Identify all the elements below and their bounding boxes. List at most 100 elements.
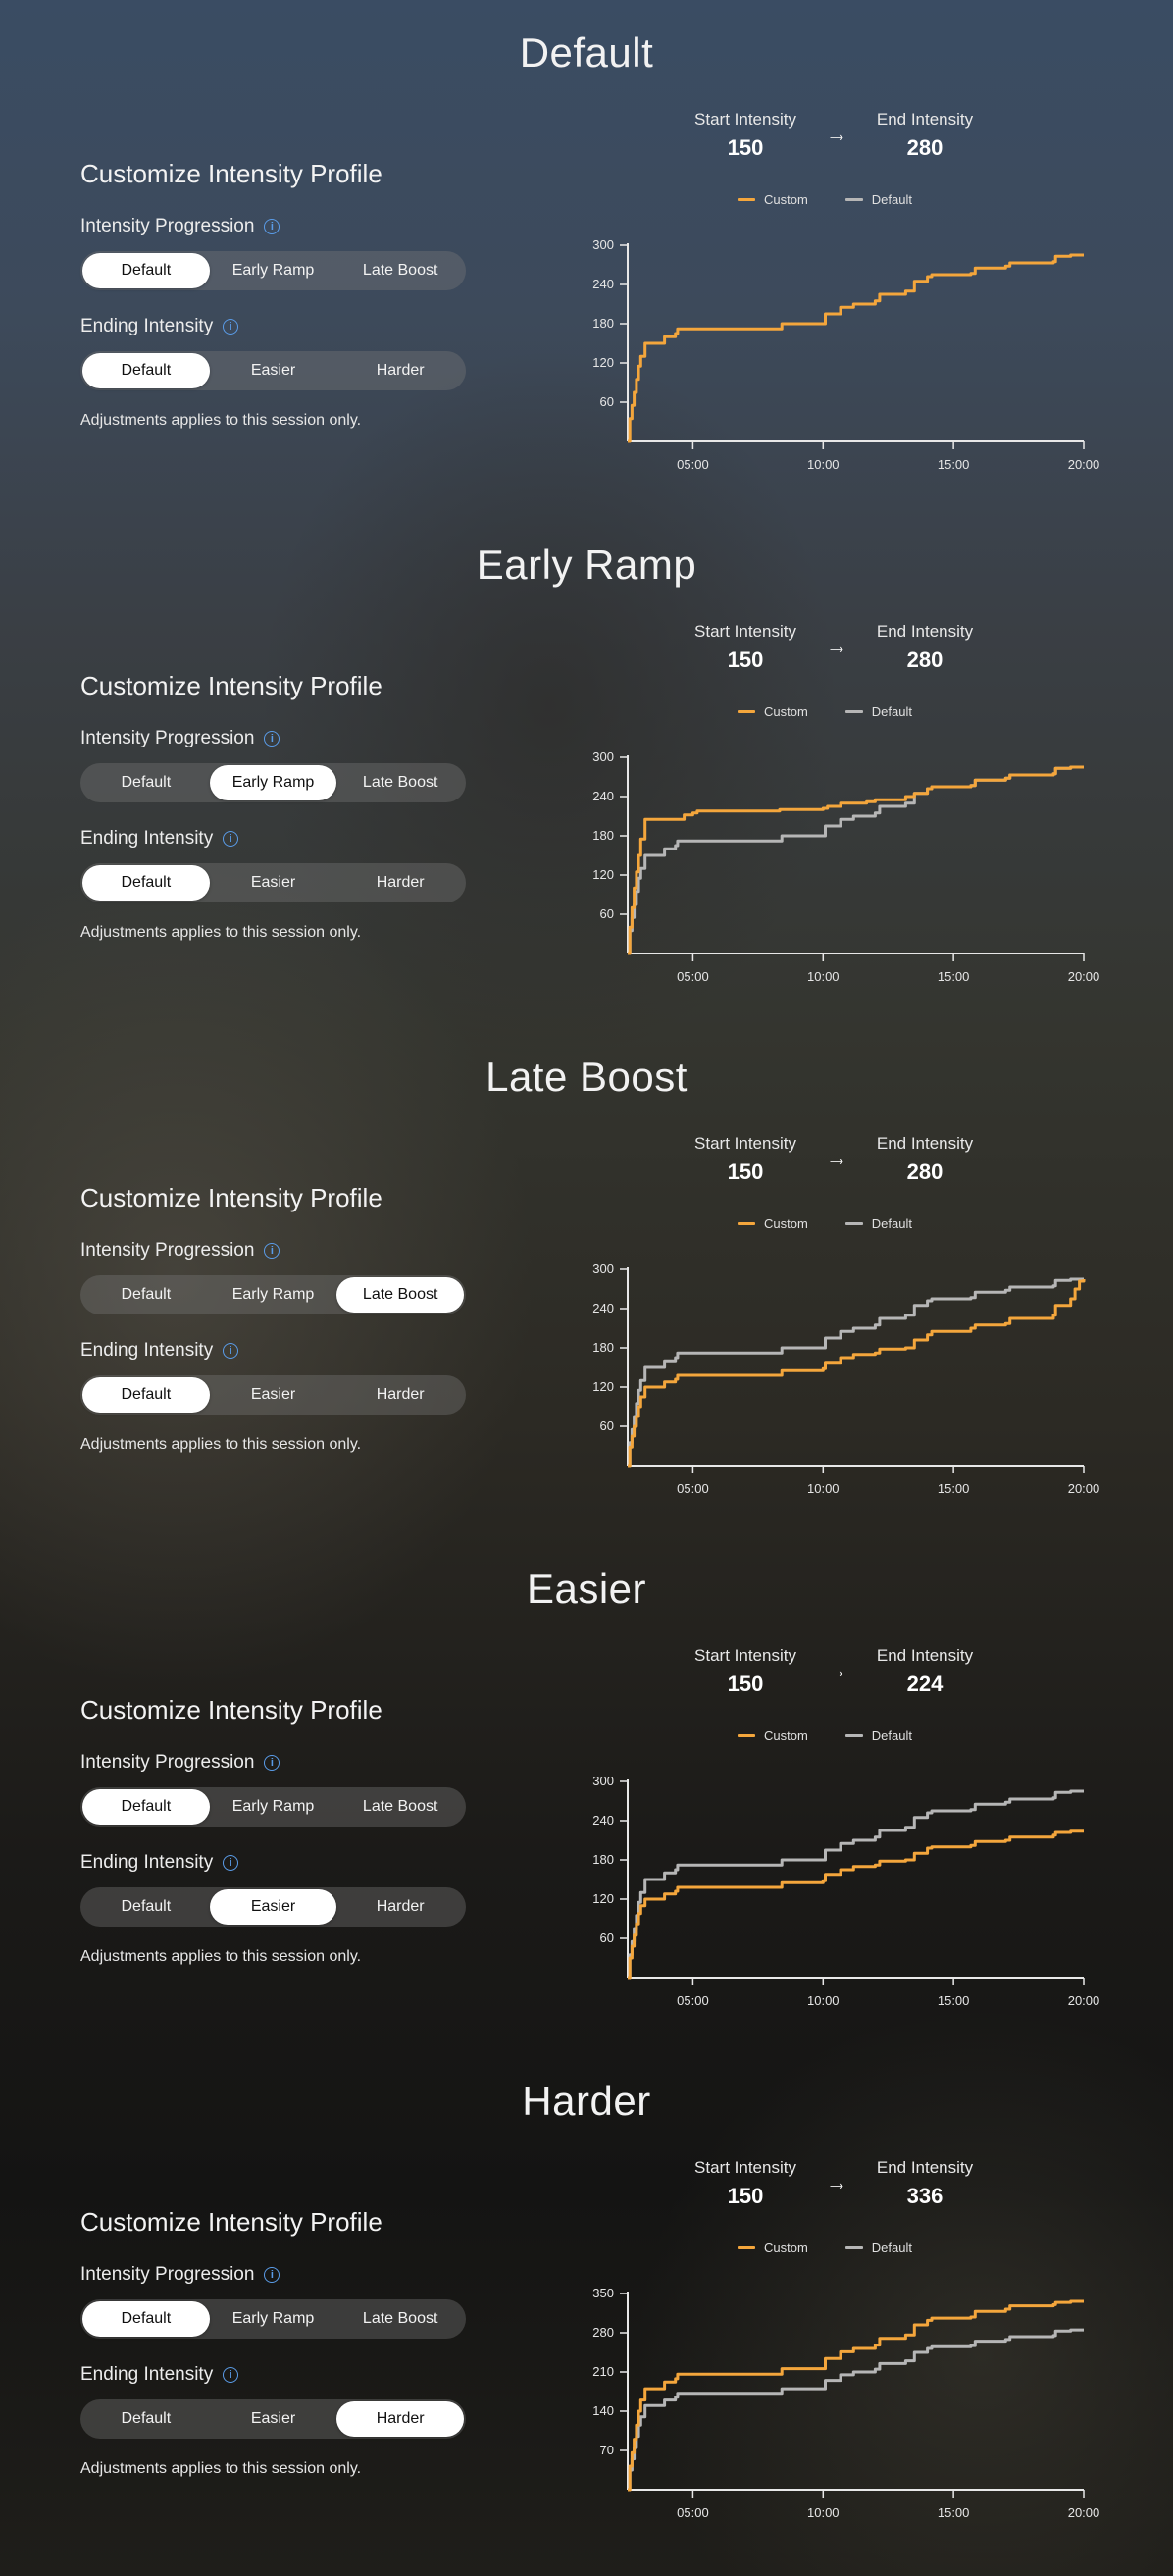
start-intensity: Start Intensity 150	[667, 1646, 824, 1697]
ending-option-easier[interactable]: Easier	[250, 1386, 296, 1403]
info-icon[interactable]: i	[264, 2267, 280, 2283]
ending-option-harder[interactable]: Harder	[376, 1898, 425, 1915]
ending-intensity-label: Ending Intensity i	[80, 1852, 239, 1874]
x-tick-label: 15:00	[938, 2505, 970, 2520]
end-intensity-label: End Intensity	[876, 2158, 974, 2177]
chart-legend: Custom Default	[738, 1728, 912, 1743]
progression-option-late-boost[interactable]: Late Boost	[362, 262, 438, 279]
arrow-right-icon: →	[826, 1146, 847, 1170]
ending-option-easier[interactable]: Easier	[250, 2410, 296, 2427]
end-intensity: End Intensity 280	[846, 110, 1003, 161]
ending-option-default[interactable]: Default	[121, 1898, 172, 1915]
info-icon[interactable]: i	[264, 219, 280, 234]
progression-segmented-control: Default Early Ramp Late Boost	[80, 1275, 466, 1314]
y-tick-label: 60	[600, 394, 614, 409]
ending-intensity-label: Ending Intensity i	[80, 2364, 239, 2386]
legend-custom-label: Custom	[764, 2241, 808, 2255]
progression-segmented-control: Default Early Ramp Late Boost	[80, 763, 466, 802]
y-tick-label: 280	[592, 2325, 614, 2340]
info-icon[interactable]: i	[223, 1343, 239, 1359]
intensity-progression-text: Intensity Progression	[80, 1752, 255, 1773]
start-intensity: Start Intensity 150	[667, 110, 824, 161]
progression-option-default[interactable]: Default	[121, 774, 172, 791]
ending-option-easier[interactable]: Easier	[250, 874, 296, 891]
ending-option-harder[interactable]: Harder	[376, 362, 425, 379]
progression-option-early-ramp[interactable]: Early Ramp	[209, 765, 337, 800]
progression-option-default[interactable]: Default	[121, 1286, 172, 1303]
ending-option-default[interactable]: Default	[82, 1377, 210, 1413]
ending-intensity-text: Ending Intensity	[80, 828, 214, 849]
end-intensity-value: 280	[906, 135, 944, 160]
start-intensity-value: 150	[727, 2184, 764, 2208]
end-intensity-label: End Intensity	[876, 622, 974, 641]
ending-segmented-control: Default Easier Harder	[80, 2399, 466, 2439]
x-tick-label: 10:00	[807, 1481, 840, 1496]
y-tick-label: 120	[592, 867, 614, 882]
ending-option-harder[interactable]: Harder	[336, 2401, 465, 2437]
x-tick-label: 20:00	[1068, 1481, 1100, 1496]
ending-option-easier[interactable]: Easier	[250, 362, 296, 379]
x-tick-label: 05:00	[677, 969, 709, 984]
x-tick-label: 20:00	[1068, 2505, 1100, 2520]
ending-option-default[interactable]: Default	[121, 2410, 172, 2427]
ending-intensity-label: Ending Intensity i	[80, 316, 239, 337]
profile-section: Late Boost Customize Intensity Profile I…	[0, 1024, 1173, 1536]
panel-title: Customize Intensity Profile	[80, 1695, 382, 1725]
progression-option-early-ramp[interactable]: Early Ramp	[231, 2310, 315, 2327]
series-line-custom	[628, 1829, 1084, 1980]
progression-option-early-ramp[interactable]: Early Ramp	[231, 262, 315, 279]
progression-option-early-ramp[interactable]: Early Ramp	[231, 1286, 315, 1303]
intensity-chart: 60 120 180 240 300 05:00 10:00 15:00 20:00	[592, 1774, 1099, 2008]
legend-custom: Custom	[738, 1216, 808, 1231]
legend-default: Default	[844, 192, 912, 207]
x-tick-label: 05:00	[677, 457, 709, 472]
end-intensity-value: 336	[906, 2184, 944, 2208]
y-tick-label: 70	[600, 2443, 614, 2457]
ending-option-harder[interactable]: Harder	[376, 1386, 425, 1403]
end-intensity-value: 224	[906, 1672, 944, 1696]
progression-option-late-boost[interactable]: Late Boost	[362, 1798, 438, 1815]
intensity-progression-text: Intensity Progression	[80, 728, 255, 748]
legend-default-label: Default	[871, 2241, 912, 2255]
ending-intensity-text: Ending Intensity	[80, 316, 214, 336]
y-tick-label: 350	[592, 2286, 614, 2300]
y-tick-label: 120	[592, 355, 614, 370]
info-icon[interactable]: i	[223, 2367, 239, 2383]
start-intensity-label: Start Intensity	[694, 1646, 796, 1665]
progression-option-default[interactable]: Default	[82, 1789, 210, 1825]
progression-option-late-boost[interactable]: Late Boost	[362, 774, 438, 791]
info-icon[interactable]: i	[264, 1243, 280, 1259]
legend-default-label: Default	[871, 704, 912, 719]
end-intensity-value: 280	[906, 647, 944, 672]
info-icon[interactable]: i	[223, 319, 239, 335]
progression-option-early-ramp[interactable]: Early Ramp	[231, 1798, 315, 1815]
legend-default: Default	[844, 2241, 912, 2255]
info-icon[interactable]: i	[223, 1855, 239, 1871]
ending-option-easier[interactable]: Easier	[209, 1889, 337, 1925]
info-icon[interactable]: i	[223, 831, 239, 847]
ending-option-harder[interactable]: Harder	[376, 874, 425, 891]
x-tick-label: 10:00	[807, 1993, 840, 2008]
legend-custom-swatch	[738, 198, 755, 201]
series-line-custom	[628, 765, 1084, 955]
progression-option-default[interactable]: Default	[82, 2301, 210, 2337]
start-intensity-value: 150	[727, 1159, 764, 1184]
ending-option-default[interactable]: Default	[82, 353, 210, 388]
start-intensity: Start Intensity 150	[667, 1134, 824, 1185]
profile-section: Easier Customize Intensity Profile Inten…	[0, 1536, 1173, 2048]
end-intensity-label: End Intensity	[876, 110, 974, 129]
progression-option-late-boost[interactable]: Late Boost	[336, 1277, 465, 1313]
ending-option-default[interactable]: Default	[82, 865, 210, 901]
end-intensity-value: 280	[906, 1159, 944, 1184]
progression-option-default[interactable]: Default	[82, 253, 210, 288]
x-tick-label: 15:00	[938, 1481, 970, 1496]
info-icon[interactable]: i	[264, 1755, 280, 1771]
y-tick-label: 60	[600, 1931, 614, 1945]
series-line-default	[628, 1277, 1084, 1468]
progression-option-late-boost[interactable]: Late Boost	[362, 2310, 438, 2327]
info-icon[interactable]: i	[264, 731, 280, 747]
y-tick-label: 180	[592, 1340, 614, 1355]
legend-default-label: Default	[871, 1216, 912, 1231]
legend-default-swatch	[844, 710, 863, 713]
x-tick-label: 05:00	[677, 2505, 709, 2520]
